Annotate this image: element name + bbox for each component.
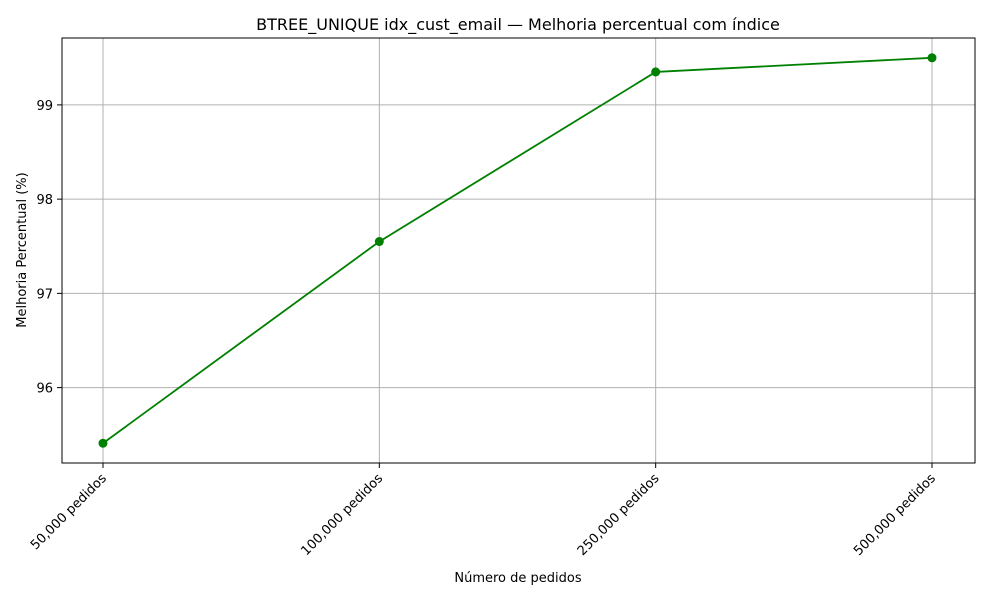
y-tick-label: 98: [36, 193, 53, 208]
y-tick-label: 99: [36, 99, 53, 114]
plot-frame: [61, 37, 976, 464]
y-axis-label: Melhoria Percentual (%): [15, 172, 30, 327]
data-point: [98, 438, 108, 448]
grid: [62, 38, 975, 463]
data-point: [651, 67, 661, 77]
y-tick-label: 96: [36, 382, 53, 397]
series-layer: [98, 53, 937, 448]
x-axis-label: Número de pedidos: [454, 571, 581, 586]
y-tick-label: 97: [36, 287, 53, 302]
data-point: [374, 237, 384, 247]
data-point: [927, 53, 937, 63]
y-axis: 96 97 98 99: [36, 99, 62, 397]
chart-title: BTREE_UNIQUE idx_cust_email — Melhoria p…: [256, 15, 780, 35]
series-line: [102, 56, 933, 444]
